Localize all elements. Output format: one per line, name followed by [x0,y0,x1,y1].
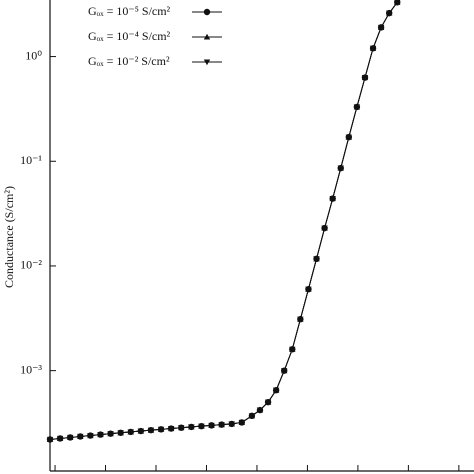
marker [329,196,336,202]
marker [188,424,195,431]
marker [167,425,175,432]
marker [178,425,185,431]
marker [66,434,74,441]
marker [228,421,235,428]
marker [361,75,369,81]
marker [394,0,401,6]
y-axis-label: Conductance (S/cm²) [2,186,16,288]
marker [198,423,205,430]
marker [97,432,104,438]
marker [248,413,256,420]
marker [297,316,304,323]
marker [46,436,54,443]
marker [203,33,211,40]
y-tick-label: 10⁻² [20,258,42,272]
marker [337,165,344,172]
legend-label: Gₒₓ = 10⁻² S/cm² [88,54,170,68]
marker [313,256,320,263]
marker [386,10,393,17]
marker [305,286,312,293]
marker [117,430,124,436]
marker [289,346,296,353]
marker [208,422,215,429]
marker [203,8,211,16]
y-tick-label: 10⁻³ [20,362,42,376]
marker [369,45,377,52]
series-line [49,1,398,440]
legend-label: Gₒₓ = 10⁻⁴ S/cm² [88,29,171,43]
marker [353,104,361,111]
marker [272,387,280,394]
marker [264,399,272,406]
marker [321,225,328,232]
marker [281,368,288,374]
marker [238,419,246,426]
y-tick-label: 10⁰ [25,48,42,62]
series-line [49,1,398,440]
marker [345,134,353,141]
marker [377,24,385,31]
marker [56,435,64,442]
marker [137,428,145,435]
marker [147,427,155,434]
legend-label: Gₒₓ = 10⁻⁵ S/cm² [88,4,171,18]
marker [77,433,84,440]
series-line [49,1,398,440]
marker [256,407,264,414]
marker [107,431,114,437]
marker [127,429,134,436]
marker [157,426,165,433]
marker [218,422,225,428]
marker [87,432,94,439]
marker [203,59,211,66]
y-tick-label: 10⁻¹ [20,153,42,167]
